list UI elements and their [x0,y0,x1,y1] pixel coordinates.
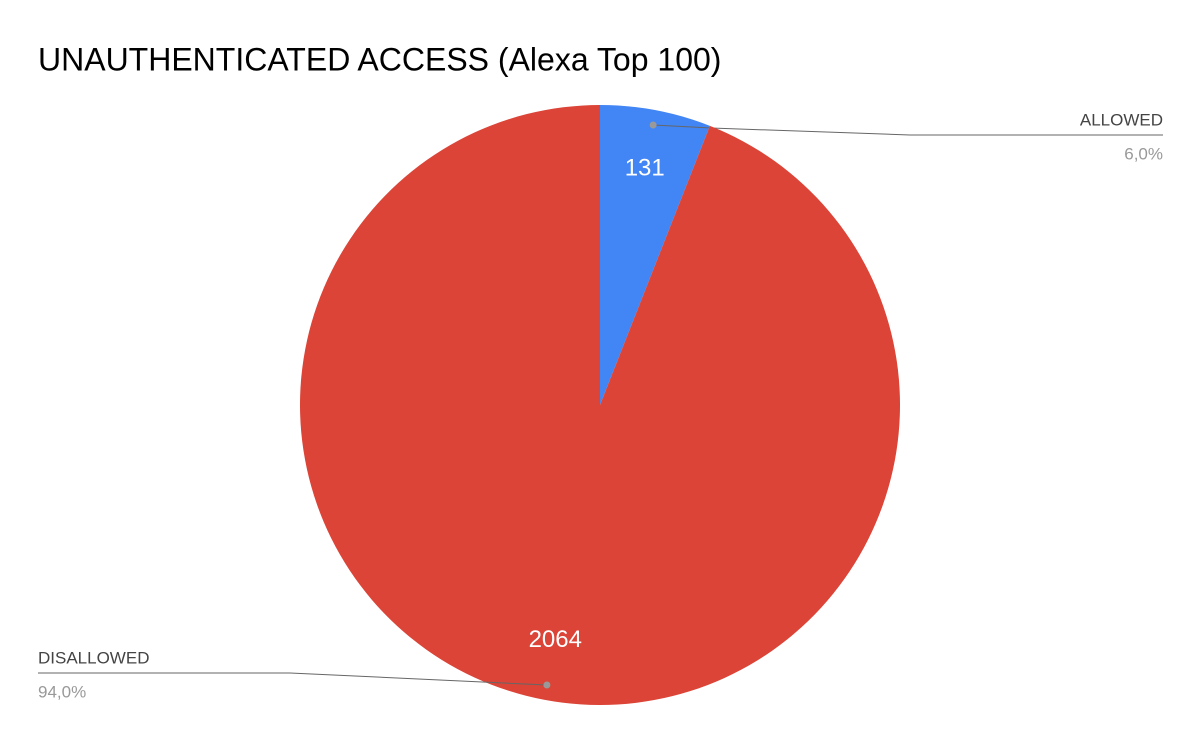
legend-label: ALLOWED [1080,110,1163,129]
slice-value-label: 2064 [529,626,582,653]
percent-label: 94,0% [38,682,86,701]
leader-dot [543,681,551,689]
slice-value-label: 131 [625,155,665,182]
pie-slice [299,105,900,706]
leader-line [38,672,547,686]
legend-label: DISALLOWED [38,648,149,667]
chart-title: UNAUTHENTICATED ACCESS (Alexa Top 100) [38,41,721,77]
pie-slice [600,105,710,405]
percent-label: 6,0% [1124,144,1163,163]
leader-dot [649,121,657,129]
leader-line [653,124,1163,136]
